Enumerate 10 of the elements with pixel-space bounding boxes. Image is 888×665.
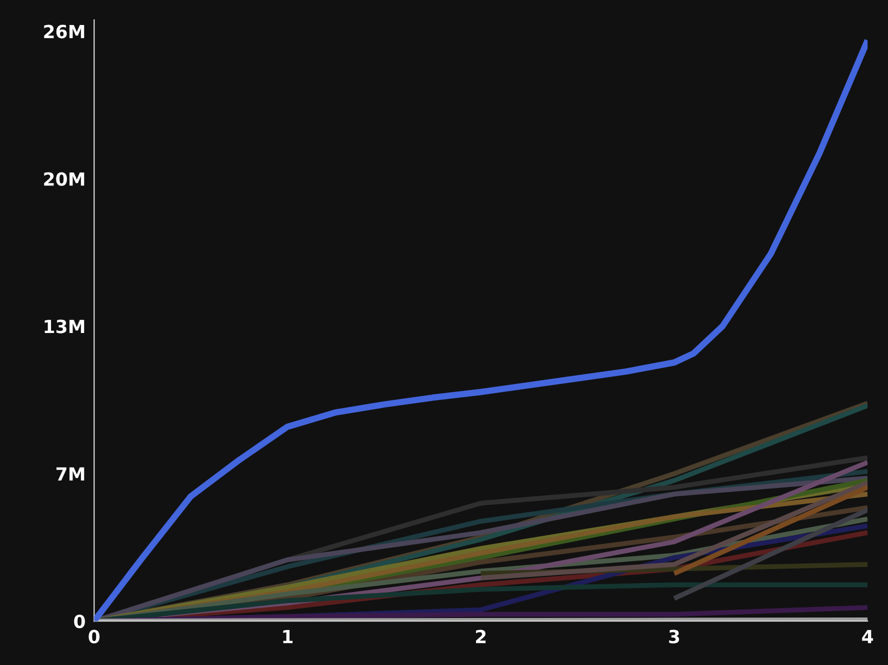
x-tick-label: 2 <box>476 630 486 644</box>
y-tick-label: 7M <box>56 467 84 481</box>
y-tick-label: 0 <box>74 614 85 628</box>
x-tick-label: 1 <box>283 630 293 644</box>
x-tick-label: 3 <box>669 630 680 644</box>
x-tick-label: 0 <box>88 630 100 644</box>
y-tick-label: 20M <box>44 172 84 186</box>
y-tick-label: 13M <box>44 320 84 334</box>
y-tick-label: 26M <box>44 24 84 38</box>
x-tick-label: 4 <box>862 630 874 644</box>
